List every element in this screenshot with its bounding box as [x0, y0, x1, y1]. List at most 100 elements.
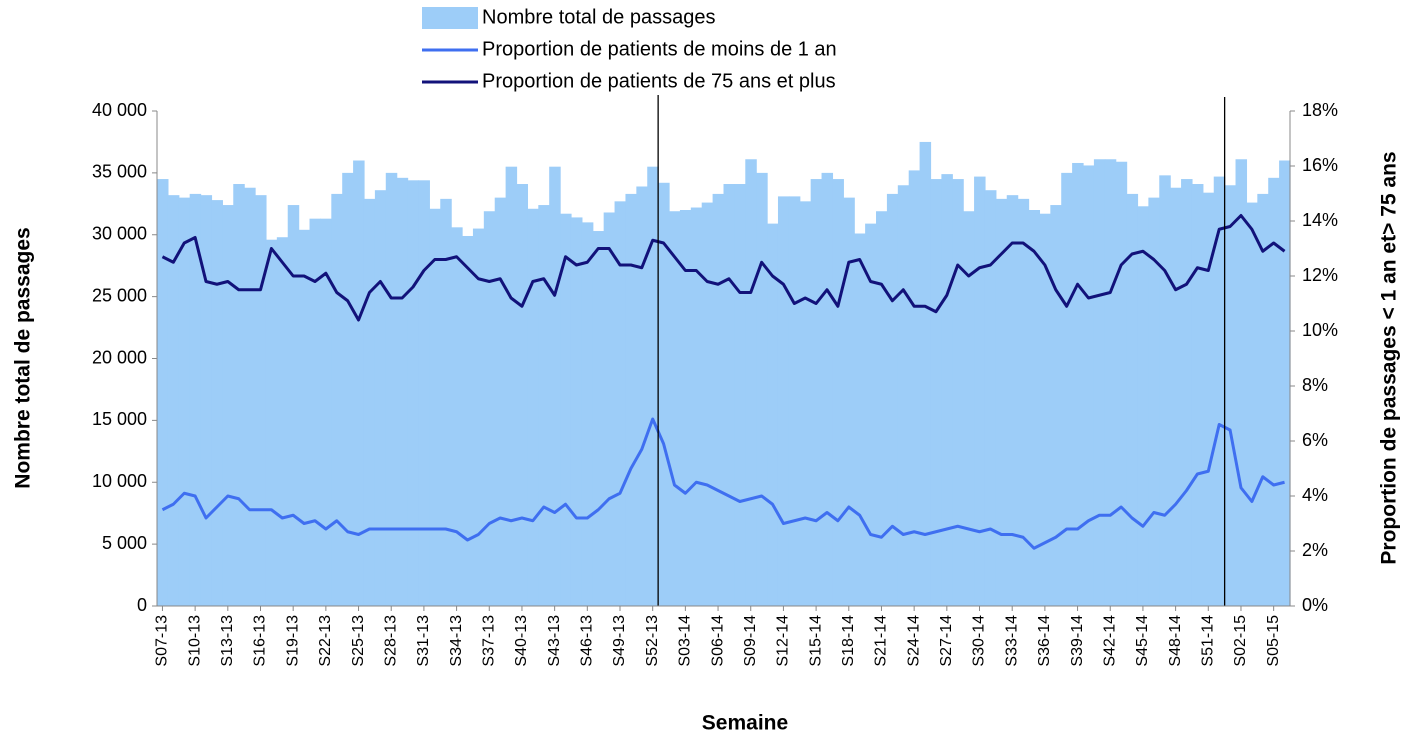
y2-axis-title: Proportion de passages < 1 an et> 75 ans — [1378, 151, 1401, 564]
area-step — [984, 190, 997, 606]
area-step — [374, 190, 387, 606]
area-step — [255, 195, 267, 606]
y-tick-label: 30 000 — [92, 224, 147, 244]
area-step — [756, 172, 768, 606]
x-tick-label: S03-14 — [677, 615, 694, 667]
plot-area — [157, 141, 1291, 607]
y-tick-label: 35 000 — [92, 162, 147, 182]
area-step — [1191, 184, 1204, 606]
area-step — [363, 198, 376, 607]
area-step — [1083, 165, 1095, 606]
x-tick-label: S21-14 — [873, 615, 890, 667]
area-step — [1246, 202, 1258, 606]
area-step — [908, 170, 921, 606]
area-step — [963, 211, 975, 607]
area-step — [614, 201, 627, 606]
area-step — [810, 179, 823, 606]
y2-tick-label: 18% — [1302, 100, 1338, 120]
x-tick-label: S34-13 — [448, 615, 465, 667]
y-tick-label: 0 — [137, 595, 147, 615]
area-step — [396, 177, 409, 606]
area-step — [549, 166, 561, 606]
area-step — [189, 193, 202, 606]
area-step — [647, 166, 659, 606]
x-tick-label: S18-14 — [840, 615, 857, 667]
area-step — [1224, 185, 1237, 606]
x-tick-label: S10-13 — [186, 615, 203, 667]
x-tick-label: S46-13 — [579, 615, 596, 667]
area-step — [734, 184, 746, 606]
x-tick-label: S37-13 — [480, 615, 497, 667]
line-series — [161, 417, 1285, 550]
x-tick-label: S28-13 — [382, 615, 399, 667]
area-step — [745, 159, 757, 606]
area-step — [712, 193, 725, 606]
x-tick-label: S13-13 — [219, 615, 236, 667]
area-step — [538, 205, 550, 607]
area-step — [1148, 197, 1160, 606]
x-tick-label: S15-14 — [807, 615, 824, 667]
area-step — [1039, 213, 1051, 606]
x-tick-label: S06-14 — [709, 615, 726, 667]
area-step — [723, 184, 735, 606]
area-step — [865, 223, 877, 607]
area-step — [1235, 159, 1248, 606]
area-step — [897, 185, 910, 606]
area-step — [919, 141, 932, 606]
y-tick-label: 40 000 — [92, 100, 147, 120]
area-step — [418, 180, 430, 607]
area-step — [320, 218, 332, 606]
legend-label: Proportion de patients de moins de 1 an — [482, 38, 837, 60]
area-step — [1028, 210, 1041, 606]
legend-label: Nombre total de passages — [482, 6, 715, 28]
y2-tick-label: 10% — [1302, 320, 1338, 340]
x-tick-label: S52-13 — [644, 615, 661, 667]
area-step — [690, 207, 703, 606]
area-step — [821, 172, 834, 606]
area-step — [974, 176, 986, 606]
legend-label: Proportion de patients de 75 ans et plus — [482, 70, 836, 92]
area-step — [679, 210, 692, 606]
x-tick-label: S12-14 — [775, 615, 792, 667]
area-step — [385, 172, 398, 606]
x-tick-label: S45-14 — [1134, 615, 1151, 667]
area-step — [1170, 187, 1182, 606]
area-step — [1126, 193, 1139, 606]
area-step — [505, 166, 518, 606]
area-step — [592, 231, 605, 606]
y-tick-label: 20 000 — [92, 347, 147, 367]
x-tick-label: S39-14 — [1069, 615, 1086, 667]
area-step — [287, 205, 300, 607]
y-axis-title: Nombre total de passages — [12, 227, 35, 488]
area-step — [222, 205, 234, 607]
area-step — [516, 184, 529, 606]
y2-tick-label: 14% — [1302, 210, 1338, 230]
area-step — [451, 227, 463, 606]
area-step — [440, 198, 452, 607]
area-step — [429, 208, 441, 606]
area-step — [625, 193, 637, 606]
area-step — [570, 217, 583, 607]
area-step — [309, 218, 322, 606]
area-step — [581, 222, 594, 606]
area-step — [527, 208, 539, 606]
area-step — [1017, 198, 1030, 607]
area-step — [1072, 162, 1084, 606]
x-tick-label: S27-14 — [938, 615, 955, 667]
y-tick-label: 5 000 — [102, 533, 147, 553]
y2-tick-label: 16% — [1302, 155, 1338, 175]
area-step — [941, 174, 953, 607]
area-step — [178, 197, 191, 606]
x-tick-label: S02-15 — [1232, 615, 1249, 667]
x-tick-label: S51-14 — [1200, 615, 1217, 667]
area-step — [1104, 159, 1117, 606]
y-tick-label: 15 000 — [92, 409, 147, 429]
area-step — [560, 213, 572, 606]
area-step — [211, 200, 223, 606]
area-step — [1093, 159, 1106, 606]
y2-tick-label: 0% — [1302, 595, 1328, 615]
area-step — [233, 184, 245, 606]
y2-tick-label: 6% — [1302, 430, 1328, 450]
x-tick-label: S30-14 — [971, 615, 988, 667]
